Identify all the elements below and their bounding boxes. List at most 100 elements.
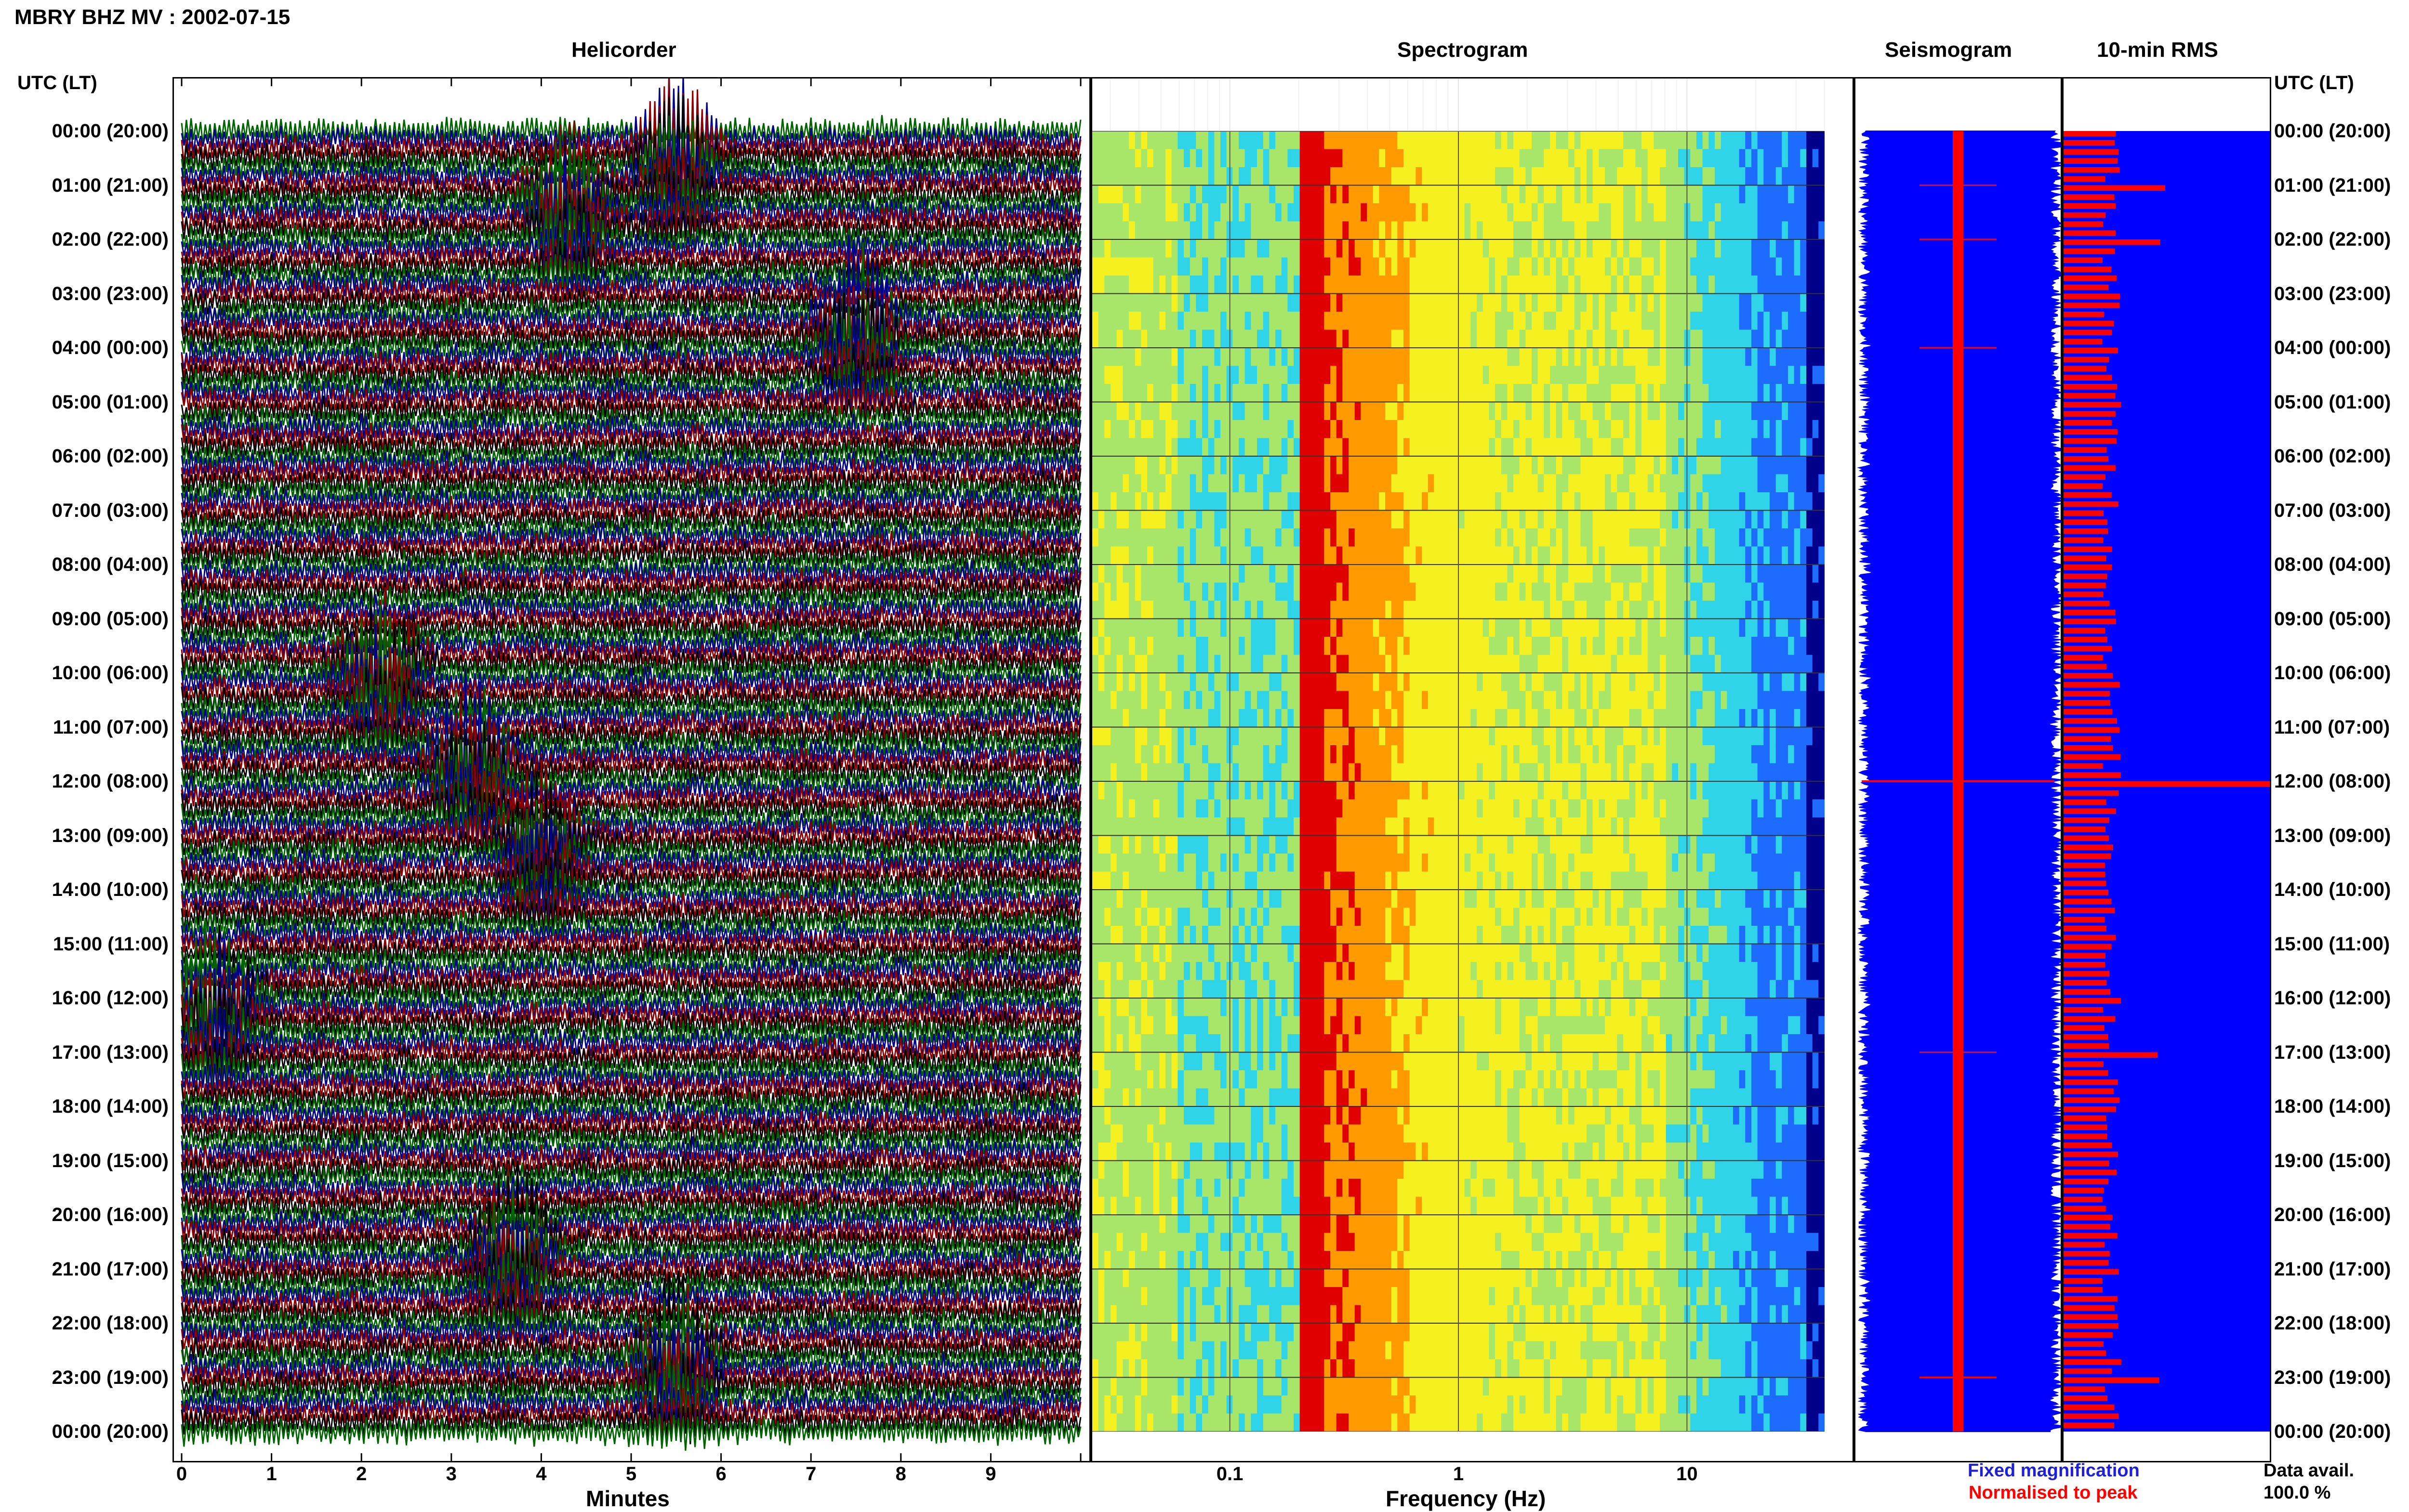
spectrogram-cell	[1141, 492, 1148, 511]
spectrogram-cell	[1220, 673, 1227, 692]
spectrogram-cell	[1367, 1269, 1374, 1288]
spectrogram-cell	[1458, 1377, 1465, 1396]
spectrogram-cell	[1239, 1143, 1245, 1161]
spectrogram-cell	[1354, 835, 1361, 854]
spectrogram-cell	[1318, 618, 1324, 637]
spectrogram-cell	[1330, 203, 1337, 222]
spectrogram-cell	[1464, 817, 1471, 836]
spectrogram-cell	[1312, 1251, 1319, 1270]
helicorder-trace	[181, 134, 1082, 267]
spectrogram-cell	[1349, 854, 1355, 872]
spectrogram-cell	[1251, 1016, 1257, 1035]
spectrogram-cell	[1403, 1359, 1410, 1378]
spectrogram-cell	[1397, 1179, 1404, 1197]
spectrogram-cell	[1171, 1196, 1178, 1215]
spectrogram-cell	[1232, 1052, 1239, 1071]
spectrogram-cell	[1208, 1341, 1215, 1360]
spectrogram-cell	[1275, 673, 1282, 692]
spectrogram-cell	[1299, 745, 1306, 764]
spectrogram-cell	[1251, 257, 1257, 276]
spectrogram-cell	[1361, 366, 1367, 384]
spectrogram-cell	[1342, 799, 1349, 818]
spectrogram-cell	[1159, 384, 1166, 403]
spectrogram-cell	[1251, 474, 1257, 493]
helicorder-trace	[181, 1184, 1082, 1305]
spectrogram-cell	[1135, 962, 1141, 981]
spectrogram-cell	[1196, 276, 1203, 294]
spectrogram-cell	[1379, 673, 1386, 692]
spectrogram-cell	[1092, 185, 1099, 204]
spectrogram-cell	[1489, 582, 1496, 601]
spectrogram-cell	[1385, 799, 1392, 818]
spectrogram-cell	[1153, 1196, 1160, 1215]
spectrogram-cell	[1214, 745, 1221, 764]
spectrogram-cell	[1147, 709, 1154, 728]
spectrogram-cell	[1287, 203, 1294, 222]
spectrogram-cell	[1470, 854, 1477, 872]
spectrogram-cell	[1171, 1395, 1178, 1414]
spectrogram-cell	[1416, 655, 1422, 673]
spectrogram-cell	[1104, 998, 1111, 1017]
spectrogram-cell	[1178, 980, 1184, 999]
spectrogram-cell	[1458, 1269, 1465, 1288]
spectrogram-cell	[1324, 1251, 1331, 1270]
spectrogram-cell	[1367, 456, 1374, 475]
spectrogram-cell	[1330, 1196, 1337, 1215]
spectrogram-cell	[1196, 384, 1203, 403]
spectrogram-cell	[1379, 438, 1386, 457]
spectrogram-cell	[1373, 1269, 1379, 1288]
spectrogram-cell	[1482, 329, 1489, 348]
spectrogram-cell	[1330, 131, 1337, 150]
spectrogram-cell	[1385, 1070, 1392, 1089]
spectrogram-cell	[1178, 1413, 1184, 1432]
spectrogram-cell	[1294, 510, 1300, 529]
spectrogram-cell	[1403, 655, 1410, 673]
spectrogram-cell	[1354, 329, 1361, 348]
spectrogram-cell	[1330, 709, 1337, 728]
spectrogram-cell	[1220, 1341, 1227, 1360]
spectrogram-cell	[1361, 1124, 1367, 1143]
spectrogram-cell	[1342, 1323, 1349, 1342]
spectrogram-cell	[1489, 1196, 1496, 1215]
spectrogram-cell	[1092, 655, 1099, 673]
spectrogram-cell	[1153, 835, 1160, 854]
time-label-right: 15:00 (11:00)	[2274, 933, 2390, 955]
spectrogram-cell	[1196, 221, 1203, 240]
spectrogram-cell	[1178, 312, 1184, 330]
spectrogram-cell	[1379, 890, 1386, 908]
spectrogram-cell	[1104, 420, 1111, 439]
spectrogram-cell	[1257, 149, 1264, 168]
spectrogram-cell	[1318, 420, 1324, 439]
time-label-left: 08:00 (04:00)	[52, 554, 169, 575]
spectrogram-cell	[1092, 384, 1099, 403]
spectrogram-cell	[1446, 402, 1453, 421]
spectrogram-cell	[1294, 1088, 1300, 1107]
spectrogram-cell	[1251, 1395, 1257, 1414]
spectrogram-cell	[1159, 709, 1166, 728]
spectrogram-cell	[1196, 1034, 1203, 1053]
spectrogram-cell	[1214, 528, 1221, 547]
spectrogram-cell	[1385, 384, 1392, 403]
spectrogram-cell	[1232, 438, 1239, 457]
spectrogram-cell	[1275, 1160, 1282, 1179]
spectrogram-cell	[1299, 1287, 1306, 1306]
spectrogram-cell	[1281, 980, 1288, 999]
spectrogram-cell	[1196, 528, 1203, 547]
spectrogram-cell	[1220, 438, 1227, 457]
spectrogram-cell	[1391, 618, 1398, 637]
spectrogram-cell	[1354, 293, 1361, 312]
spectrogram-cell	[1123, 637, 1129, 656]
spectrogram-cell	[1318, 276, 1324, 294]
spectrogram-cell	[1464, 998, 1471, 1017]
spectrogram-cell	[1440, 366, 1447, 384]
spectrogram-cell	[1294, 1233, 1300, 1251]
spectrogram-cell	[1434, 907, 1441, 926]
spectrogram-cell	[1397, 185, 1404, 204]
spectrogram-cell	[1171, 565, 1178, 583]
spectrogram-cell	[1116, 980, 1123, 999]
spectrogram-cell	[1147, 871, 1154, 890]
spectrogram-cell	[1482, 673, 1489, 692]
spectrogram-cell	[1385, 980, 1392, 999]
spectrogram-cell	[1409, 221, 1416, 240]
helicorder-trace	[181, 79, 1082, 200]
